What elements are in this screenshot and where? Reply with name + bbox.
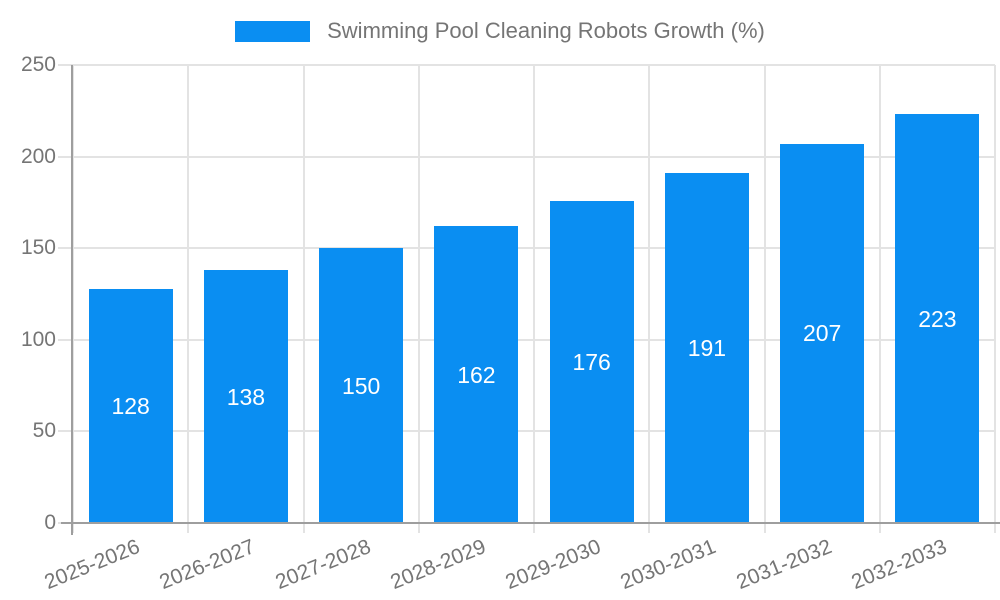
x-gridline (994, 65, 996, 533)
x-tick-label: 2031-2032 (733, 535, 835, 594)
bar-value-label: 176 (572, 348, 611, 375)
y-tick-label: 250 (20, 53, 56, 76)
x-tick-label: 2025-2026 (41, 535, 144, 594)
y-axis-line (71, 65, 73, 535)
y-tick-label: 0 (44, 511, 56, 534)
bar-2029-2030 (549, 200, 634, 523)
bar-value-label: 138 (226, 383, 266, 410)
bar-value-label: 150 (341, 372, 381, 399)
bar-value-label: 207 (802, 320, 842, 347)
y-tick-label: 100 (20, 327, 56, 351)
x-axis-line (61, 522, 1000, 524)
bar-value-label: 191 (687, 335, 727, 362)
bar-2026-2027 (203, 270, 288, 523)
x-gridline (763, 65, 766, 533)
x-tick-label: 2026-2027 (156, 535, 259, 594)
y-gridline (58, 338, 995, 341)
bar-2027-2028 (319, 248, 404, 523)
x-tick-label: 2029-2030 (502, 535, 605, 594)
bar-value-label: 162 (457, 361, 496, 388)
bar-2028-2029 (434, 226, 519, 523)
x-gridline (302, 65, 305, 533)
bar-2031-2032 (780, 143, 865, 523)
y-gridline (58, 430, 995, 433)
x-gridline (187, 65, 190, 533)
x-tick-label: 2030-2031 (617, 535, 720, 594)
y-gridline (58, 247, 995, 250)
bar-value-label: 128 (111, 392, 150, 419)
y-tick-label: 150 (20, 236, 56, 260)
bar-2030-2031 (664, 173, 749, 523)
bar-2025-2026 (88, 288, 173, 523)
y-gridline (58, 155, 995, 158)
x-gridline (648, 65, 651, 533)
x-tick-label: 2028-2029 (387, 535, 489, 594)
bar-value-label: 223 (918, 305, 957, 332)
y-tick-label: 50 (32, 419, 56, 443)
x-gridline (878, 65, 881, 533)
chart-title: Swimming Pool Cleaning Robots Growth (%) (327, 18, 765, 43)
bar-2032-2033 (895, 114, 980, 523)
legend-swatch-icon (235, 20, 311, 42)
x-gridline (72, 65, 74, 533)
x-tick-label: 2027-2028 (272, 535, 374, 594)
chart-legend-item[interactable]: Swimming Pool Cleaning Robots Growth (%) (0, 18, 1000, 44)
y-gridline (58, 64, 995, 66)
y-tick-label: 200 (20, 144, 56, 168)
x-gridline (417, 65, 420, 533)
x-tick-label: 2032-2033 (848, 535, 950, 594)
x-gridline (533, 65, 535, 533)
